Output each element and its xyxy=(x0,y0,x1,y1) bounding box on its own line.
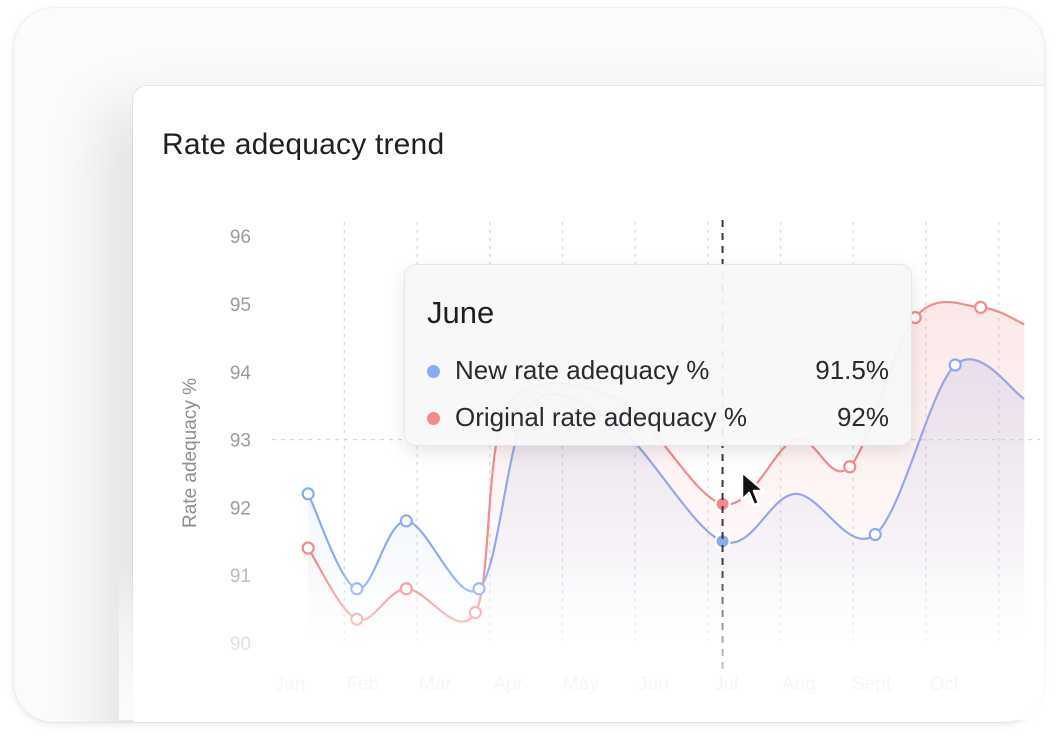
x-tick-label: Sept xyxy=(852,674,892,695)
x-tick-label: Apr xyxy=(493,674,523,695)
tooltip-row-new: New rate adequacy % 91.5% xyxy=(427,355,889,385)
data-point xyxy=(843,460,857,474)
data-point xyxy=(948,358,962,372)
x-tick-label: Jul xyxy=(714,674,738,695)
series-area-1 xyxy=(308,302,1025,643)
tooltip-value-original: 92% xyxy=(836,402,889,432)
data-point xyxy=(350,612,364,626)
data-point xyxy=(468,605,482,620)
y-tick-label: 95 xyxy=(230,295,251,316)
x-tick-label: May xyxy=(563,674,599,695)
x-tick-label: Aug xyxy=(782,674,816,695)
chart-tooltip: June New rate adequacy % 91.5% Original … xyxy=(404,264,912,446)
tooltip-label-original: Original rate adequacy % xyxy=(455,402,747,432)
chart-title: Rate adequacy trend xyxy=(162,128,445,161)
x-tick-label: Feb xyxy=(346,674,379,695)
tooltip-label-new: New rate adequacy % xyxy=(455,355,710,385)
data-point xyxy=(301,487,315,501)
y-tick-label: 96 xyxy=(230,227,251,248)
legend-dot-new-icon xyxy=(427,365,440,378)
y-tick-label: 90 xyxy=(230,634,251,655)
data-point xyxy=(301,541,315,555)
data-point xyxy=(974,300,988,314)
y-tick-label: 93 xyxy=(230,431,251,452)
legend-dot-original-icon xyxy=(427,412,440,425)
x-tick-label: Oct xyxy=(930,674,960,695)
y-axis-label: Rate adequacy % xyxy=(180,378,201,528)
data-point xyxy=(399,582,413,596)
x-tick-label: Mar xyxy=(419,674,452,695)
data-point xyxy=(868,527,882,542)
data-point xyxy=(399,514,413,528)
tooltip-row-original: Original rate adequacy % 92% xyxy=(427,402,889,432)
data-point xyxy=(350,582,364,596)
x-tick-label: Jan xyxy=(275,674,306,695)
y-tick-label: 92 xyxy=(230,498,251,519)
mouse-pointer-icon xyxy=(740,470,766,507)
y-tick-label: 91 xyxy=(230,566,251,587)
x-tick-label: Jun xyxy=(638,674,669,695)
tooltip-value-new: 91.5% xyxy=(815,355,889,385)
tooltip-title: June xyxy=(427,295,495,330)
y-tick-label: 94 xyxy=(230,363,252,384)
data-point xyxy=(472,582,486,596)
